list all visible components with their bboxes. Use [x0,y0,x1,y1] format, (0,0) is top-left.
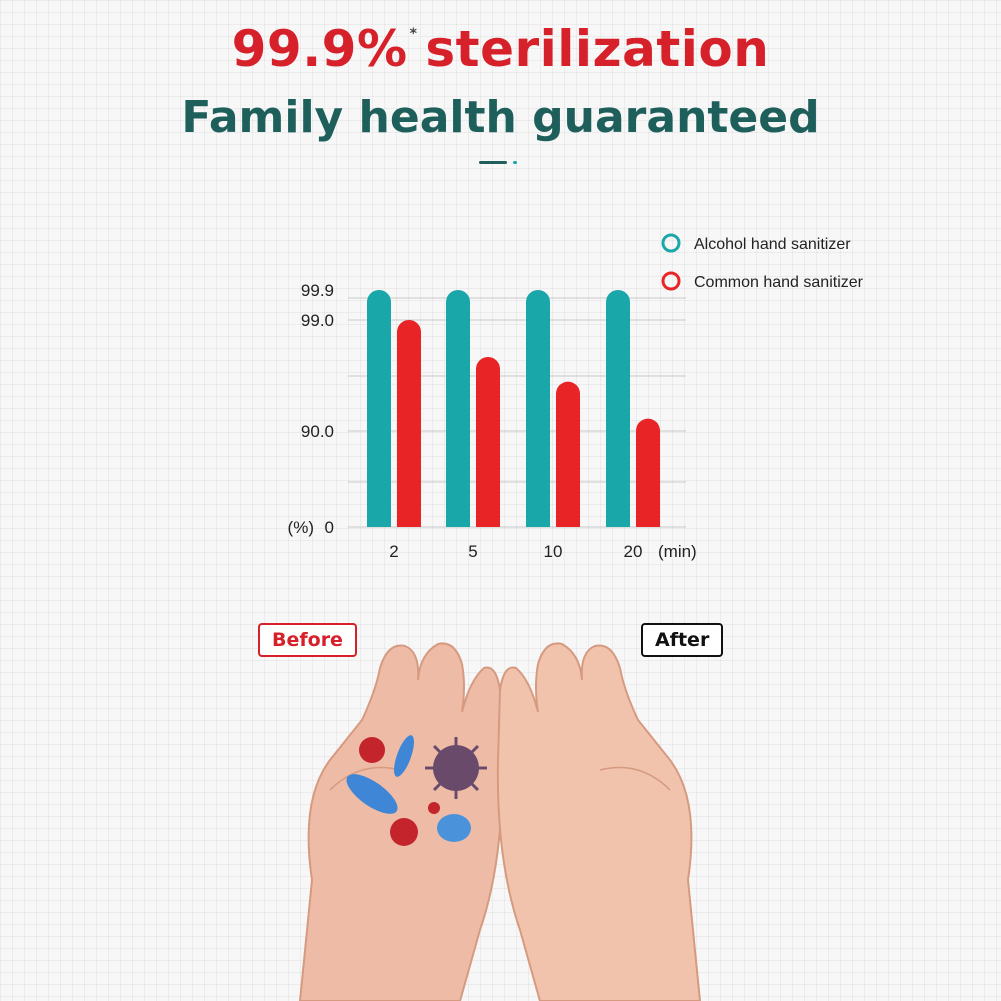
y-tick-label-1: 90.0 [301,422,334,441]
right-hand-icon [496,642,702,1001]
bar-common-10min [556,381,580,527]
x-tick-label-20: 20 [624,542,643,561]
chart-legend: Alcohol hand sanitizer Common hand saniti… [661,233,864,291]
headline-footnote-mark: * [409,26,418,42]
bar-common-2min [397,320,421,527]
y-tick-label-0: 0 [325,518,334,537]
y-unit-label: (%) [288,518,314,537]
headline-sterilization: 99.9% * sterilization [0,20,1001,78]
legend-label-0: Alcohol hand sanitizer [694,236,851,253]
legend-label-1: Common hand sanitizer [694,274,864,291]
bar-alcohol-20min [606,290,630,527]
y-tick-label-3: 99.9 [301,281,334,300]
bar-alcohol-10min [526,290,550,527]
bar-chart: 0 90.0 99.0 99.9 (%) 2 5 10 20 (min) Alcohol hand… [288,233,864,561]
y-tick-label-2: 99.0 [301,311,334,330]
subheadline: Family health guaranteed [181,92,820,143]
title-divider [479,161,507,164]
x-unit-label: (min) [658,542,697,561]
x-tick-label-2: 2 [389,542,398,561]
title-divider-dot [513,161,517,164]
before-label: Before [258,623,357,657]
headline-word: sterilization [425,20,770,78]
bar-alcohol-2min [367,290,391,527]
chart-bars [367,290,660,527]
bar-common-5min [476,357,500,527]
legend-marker-0 [661,233,681,253]
bar-common-20min [636,418,660,527]
x-tick-label-10: 10 [544,542,563,561]
after-label: After [641,623,724,657]
chart-ticks: 0 90.0 99.0 99.9 (%) 2 5 10 20 (min) [288,281,697,561]
x-tick-label-5: 5 [468,542,477,561]
headline-percent: 99.9% [231,20,408,78]
legend-marker-1 [661,271,681,291]
bar-alcohol-5min [446,290,470,527]
germs-icon [346,735,487,846]
